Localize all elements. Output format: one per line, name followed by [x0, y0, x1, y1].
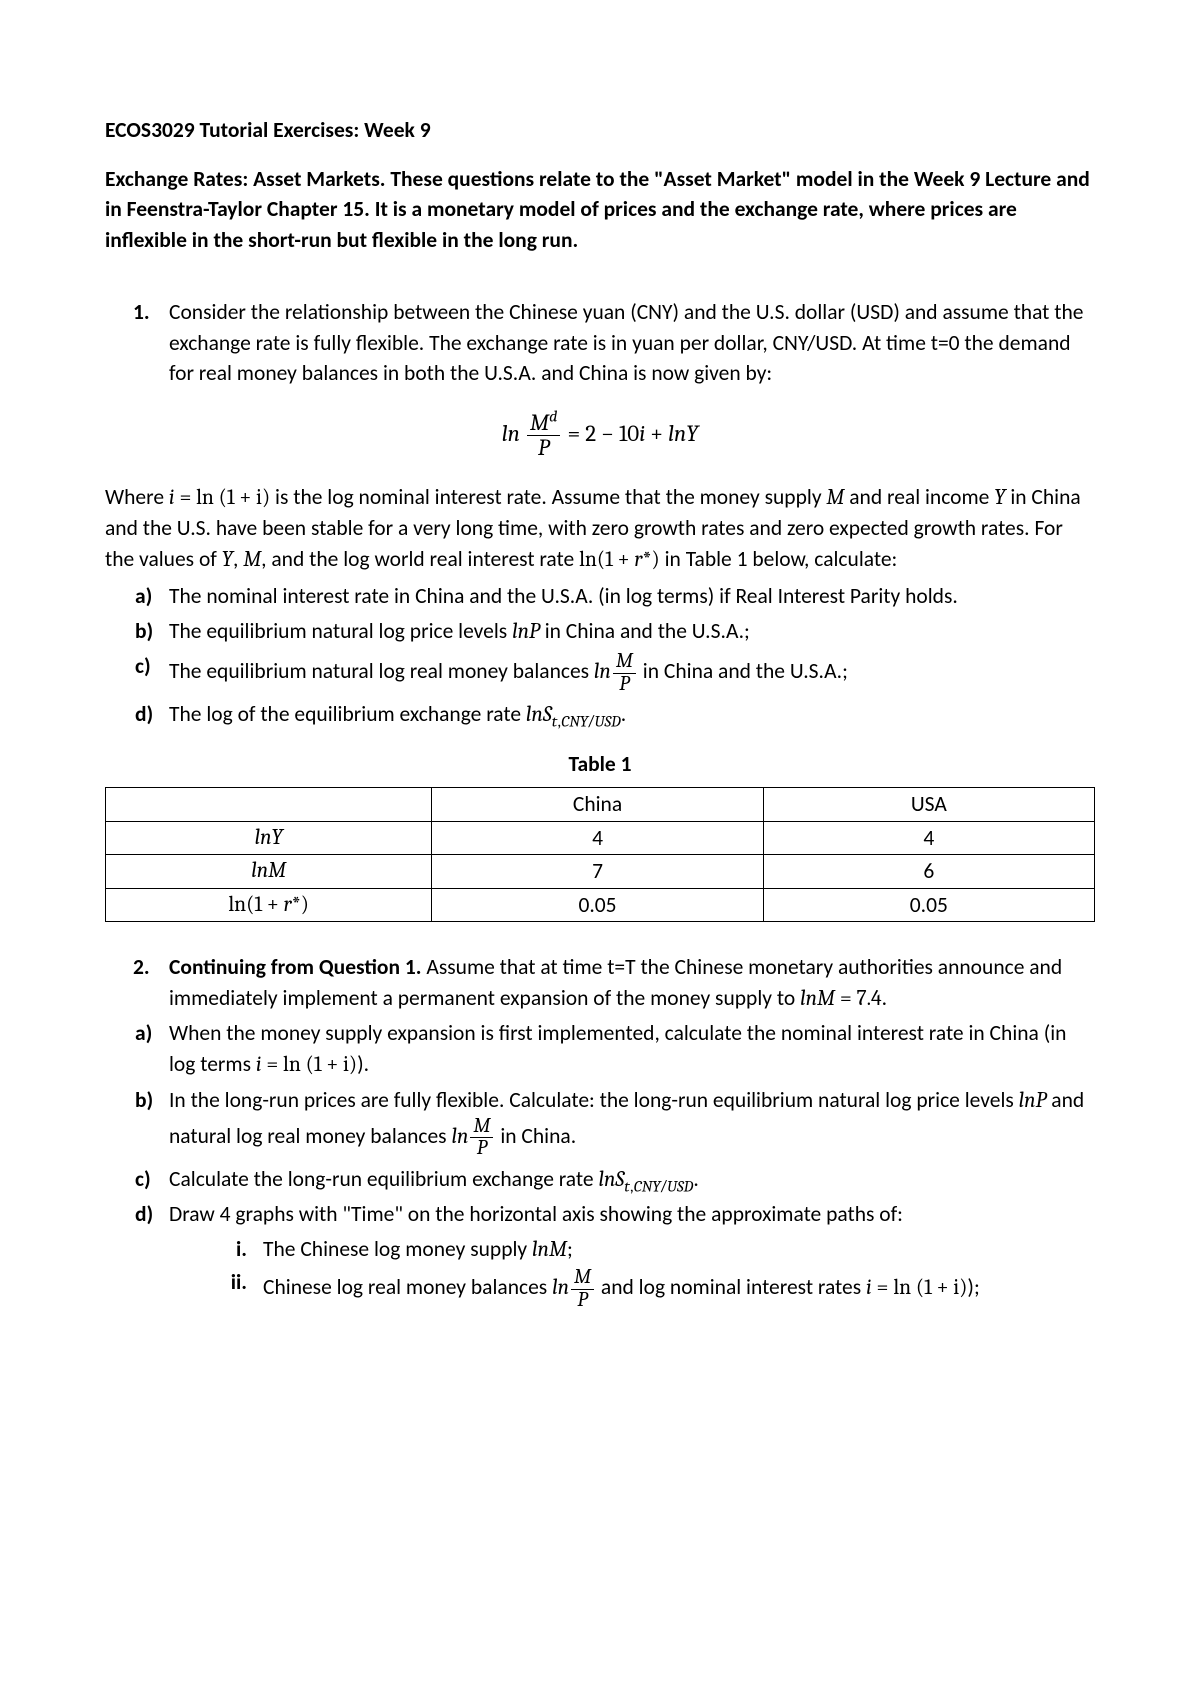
- t1r1c2: 6: [763, 855, 1094, 889]
- q2d-label: d): [135, 1199, 169, 1230]
- table1-h0: [106, 788, 432, 822]
- q2c-post: .: [693, 1166, 698, 1192]
- q2b-label: b): [135, 1085, 169, 1116]
- q2c-pre: Calculate the long-run equilibrium excha…: [169, 1166, 598, 1192]
- q1-where-mid4: , and the log world real interest rate: [261, 546, 579, 572]
- question-1: 1. Consider the relationship between the…: [105, 297, 1095, 731]
- q1d-post: .: [621, 701, 626, 727]
- q2b-text: In the long-run prices are fully flexibl…: [169, 1085, 1095, 1160]
- q1-parts: a) The nominal interest rate in China an…: [105, 581, 1095, 730]
- q1d-text: The log of the equilibrium exchange rate…: [169, 699, 1095, 731]
- q1a-text: The nominal interest rate in China and t…: [169, 581, 1095, 612]
- intro-paragraph: Exchange Rates: Asset Markets. These que…: [105, 164, 1095, 256]
- q1-number: 1.: [133, 297, 169, 328]
- q1-where: Where i = ln (1 + i) is the log nominal …: [105, 482, 1095, 576]
- q2b-post: in China.: [495, 1123, 576, 1149]
- q2-number: 2.: [133, 952, 169, 983]
- t1r2c1: 0.05: [432, 888, 763, 922]
- table1-h2: USA: [763, 788, 1094, 822]
- q1-where-prefix: Where: [105, 484, 169, 510]
- q2-lead-bold: Continuing from Question 1.: [169, 954, 422, 980]
- q1-equation: ln MdP = 2 − 10i + lnY: [105, 411, 1095, 460]
- q2c-text: Calculate the long-run equilibrium excha…: [169, 1164, 1095, 1196]
- q2-parts: a) When the money supply expansion is fi…: [105, 1018, 1095, 1311]
- t1r0c2: 4: [763, 821, 1094, 855]
- q2d-i-text: The Chinese log money supply lnM;: [263, 1234, 1095, 1266]
- q1b-label: b): [135, 616, 169, 647]
- t1r2c0: ln(1 + r*): [106, 888, 432, 922]
- q1d-pre: The log of the equilibrium exchange rate: [169, 701, 526, 727]
- page-root: ECOS3029 Tutorial Exercises: Week 9 Exch…: [0, 0, 1200, 1697]
- q1c-text: The equilibrium natural log real money b…: [169, 651, 1095, 695]
- q2b-pre: In the long-run prices are fully flexibl…: [169, 1087, 1019, 1113]
- q2a-post: ).: [357, 1051, 369, 1077]
- q2c-label: c): [135, 1164, 169, 1195]
- q2d-i-post: ;: [567, 1236, 573, 1262]
- q2a-text: When the money supply expansion is first…: [169, 1018, 1095, 1080]
- q2a-label: a): [135, 1018, 169, 1049]
- question-2: 2. Continuing from Question 1. Assume th…: [105, 952, 1095, 1311]
- t1r1c1: 7: [432, 855, 763, 889]
- q2-lead-end: .: [882, 985, 887, 1011]
- q1-where-end: in Table 1 below, calculate:: [660, 546, 898, 572]
- table1: China USA lnY 4 4 lnM 7 6 ln(1 + r*) 0.0…: [105, 787, 1095, 922]
- q1c-label: c): [135, 651, 169, 682]
- t1r2c2: 0.05: [763, 888, 1094, 922]
- t1r0c0: lnY: [106, 821, 432, 855]
- q2d-text: Draw 4 graphs with "Time" on the horizon…: [169, 1199, 1095, 1230]
- q2d-ii-text: Chinese log real money balances lnMP and…: [263, 1267, 1095, 1311]
- table1-row-1: lnM 7 6: [106, 855, 1095, 889]
- table1-row-2: ln(1 + r*) 0.05 0.05: [106, 888, 1095, 922]
- table1-row-0: lnY 4 4: [106, 821, 1095, 855]
- q1c-pre: The equilibrium natural log real money b…: [169, 659, 594, 685]
- q2d-i-label: i.: [205, 1234, 263, 1265]
- q1-where-mid2: and real income: [844, 484, 994, 510]
- q2-lead: Continuing from Question 1. Assume that …: [169, 952, 1095, 1014]
- q2d-subparts: i. The Chinese log money supply lnM; ii.…: [135, 1234, 1095, 1311]
- table1-header-row: China USA: [106, 788, 1095, 822]
- q2d-ii-post: );: [967, 1275, 979, 1301]
- t1r0c1: 4: [432, 821, 763, 855]
- q2d-ii-mid: and log nominal interest rates: [596, 1275, 866, 1301]
- q2d-ii-pre: Chinese log real money balances: [263, 1275, 552, 1301]
- q1a-label: a): [135, 581, 169, 612]
- q1d-label: d): [135, 699, 169, 730]
- q1b-post: in China and the U.S.A.;: [540, 618, 750, 644]
- t1r1c0: lnM: [106, 855, 432, 889]
- q1-prompt: Consider the relationship between the Ch…: [169, 297, 1095, 389]
- course-title: ECOS3029 Tutorial Exercises: Week 9: [105, 115, 1095, 146]
- table1-h1: China: [432, 788, 763, 822]
- q1c-post: in China and the U.S.A.;: [638, 659, 848, 685]
- q2d-ii-label: ii.: [205, 1267, 263, 1298]
- table1-caption: Table 1: [105, 749, 1095, 780]
- q2d-i-pre: The Chinese log money supply: [263, 1236, 532, 1262]
- q1-where-mid1: is the log nominal interest rate. Assume…: [270, 484, 826, 510]
- q1b-pre: The equilibrium natural log price levels: [169, 618, 512, 644]
- q1b-text: The equilibrium natural log price levels…: [169, 616, 1095, 648]
